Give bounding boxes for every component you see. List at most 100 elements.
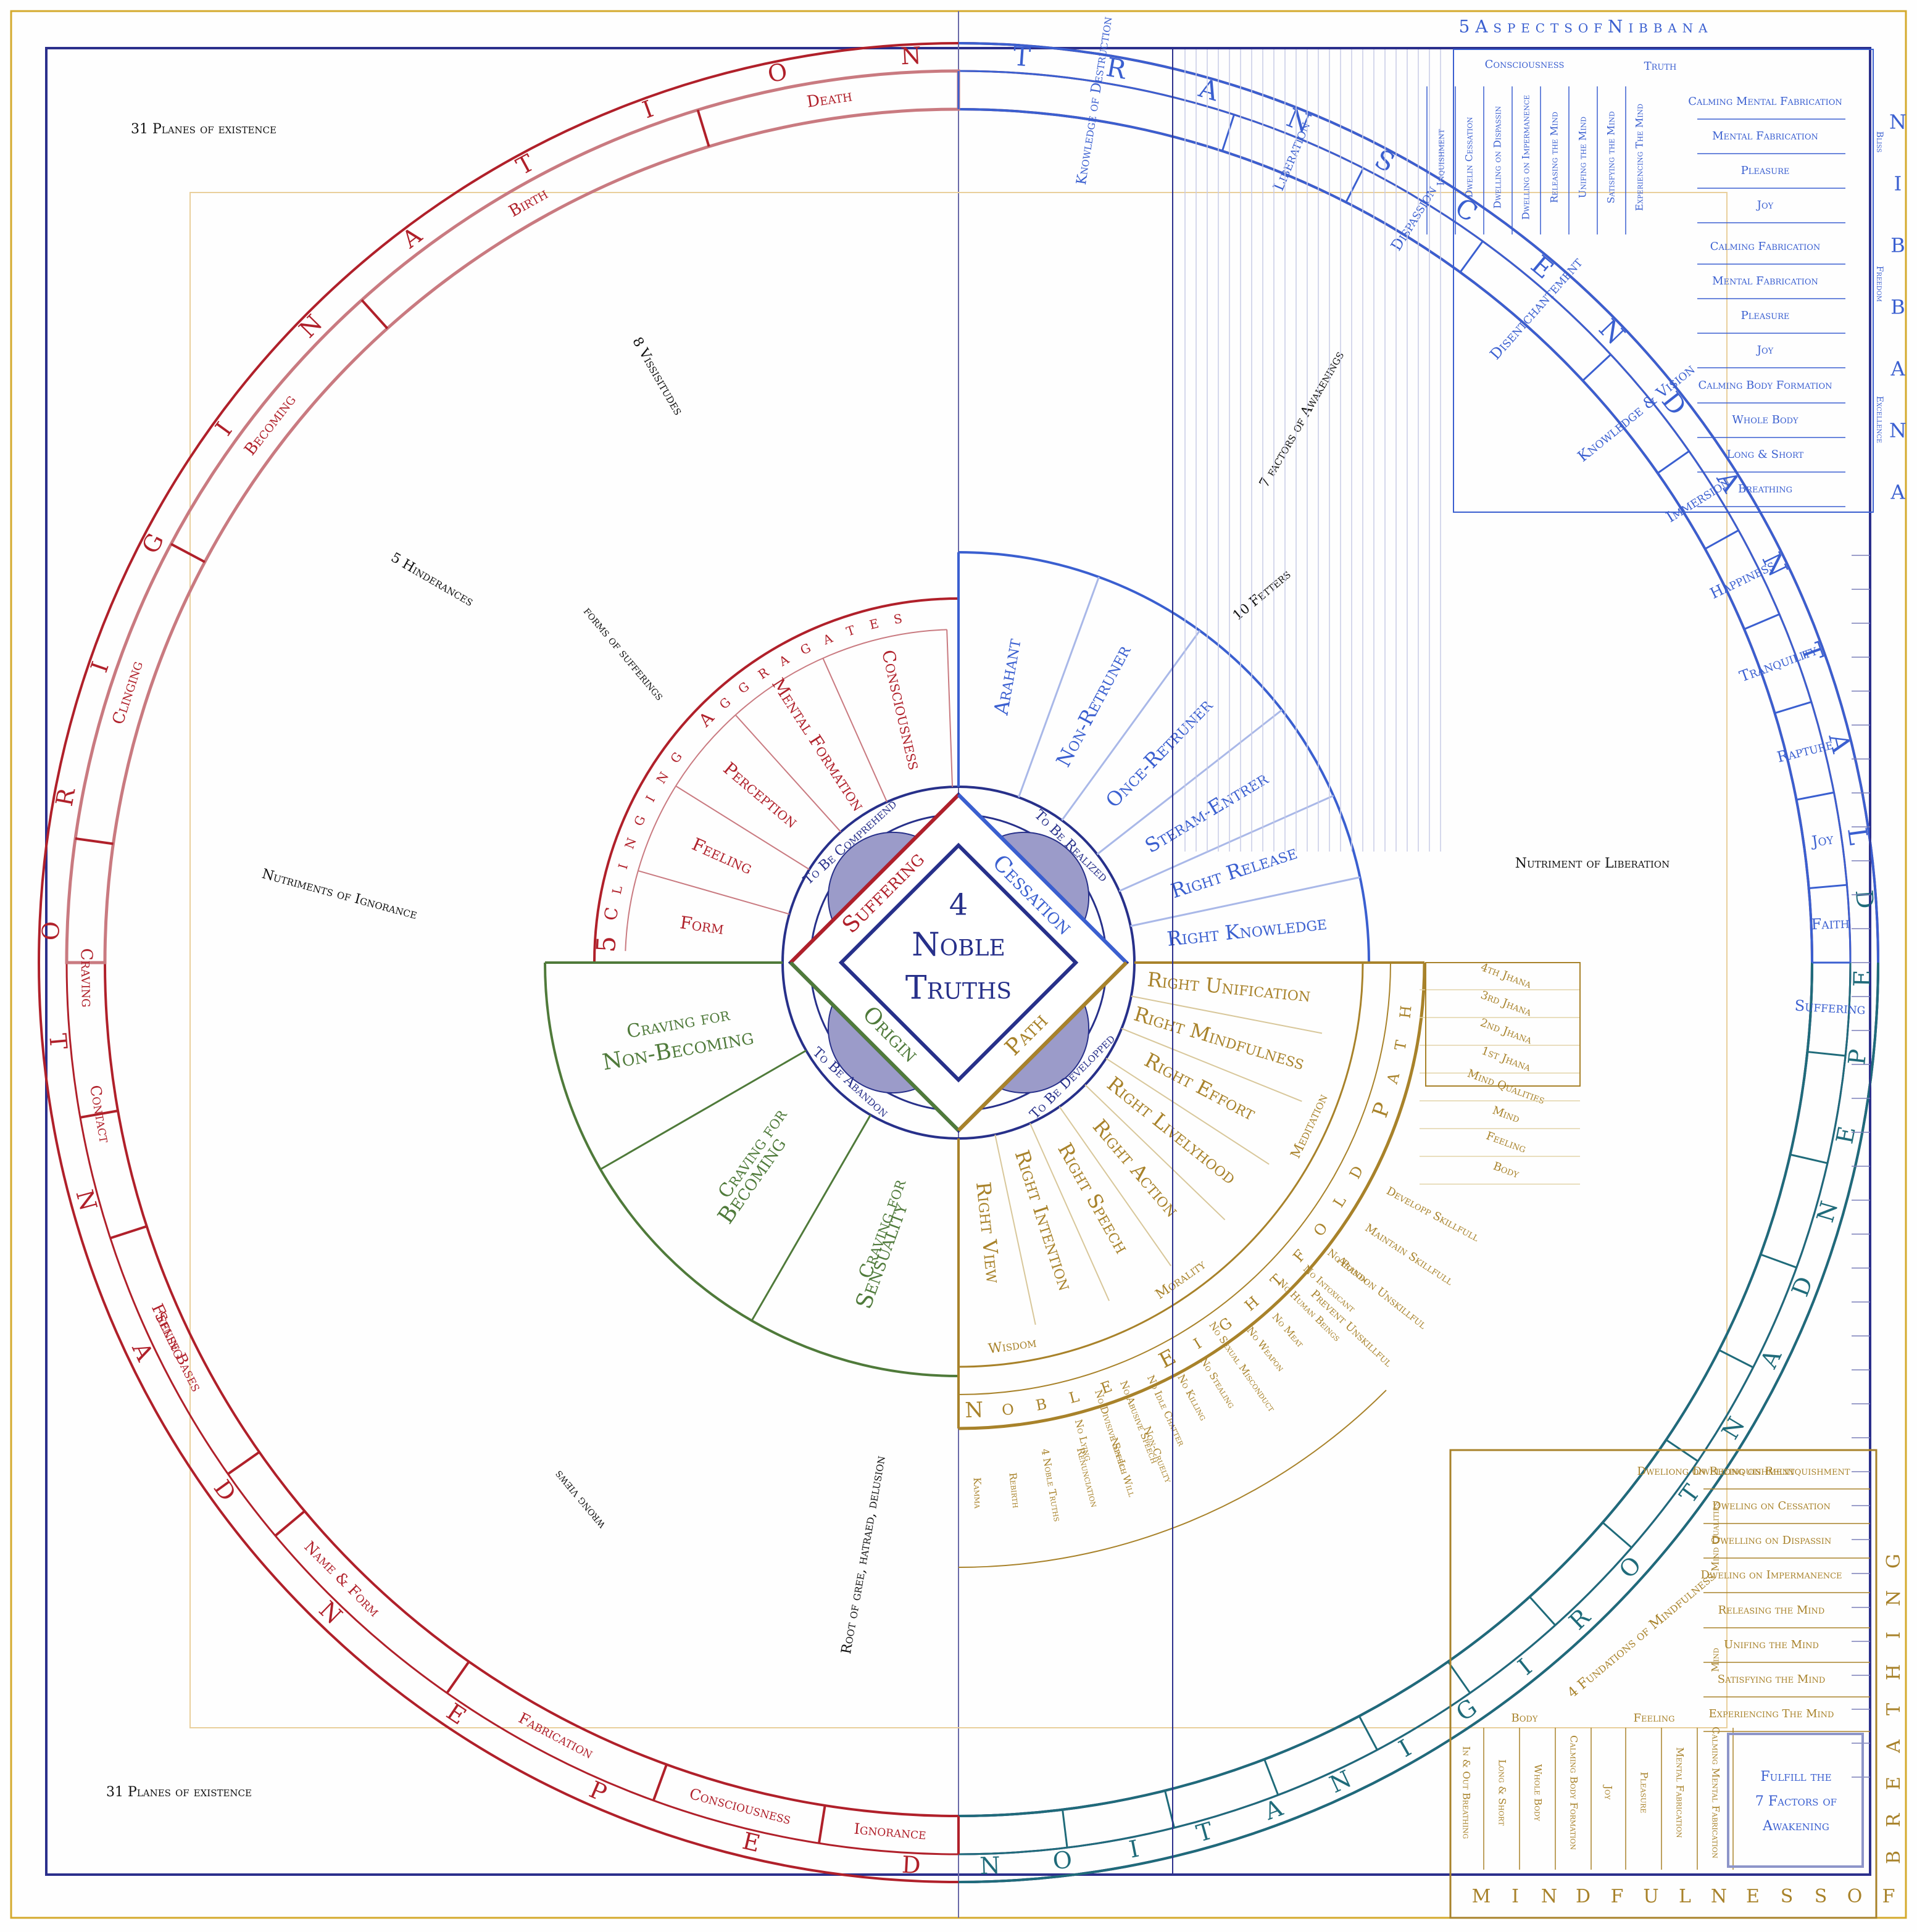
breathing-panel [1449,1449,1877,1919]
dependent-letter: D [901,1851,921,1880]
eightfold-detail: 3rd Jhana [1479,989,1534,1019]
eightfold-detail: 4 Noble Truths [1039,1448,1063,1522]
mindfulness-letter: F [1611,1886,1624,1907]
mind-quality: Dweliong on Relinquishment [1693,1465,1850,1478]
fulfill-line: Fulfill the [1760,1769,1831,1785]
breathing-letter: R [1883,1812,1905,1827]
mindfulness-letter: D [1576,1886,1591,1907]
aggregates-title-letter: g [796,636,814,659]
eightfold-letter: E [1155,1345,1180,1374]
link-immersion: Immersion [1663,473,1733,526]
aggregates-title-letter: l [605,884,626,896]
note-nutriment-liberation: Nutriment of Liberation [1515,856,1670,871]
dependent-letter: A [127,1338,159,1366]
note-wrong-views: wrong views [551,1468,608,1532]
fulfill-line: Awakening [1762,1818,1829,1834]
aspects-row: Calming Mental Fabrication [1688,95,1842,108]
eightfold-letter: l [1325,1190,1351,1211]
aggregates-title-letter: t [843,618,858,641]
aspects-header: Truth [1644,60,1677,73]
nibbana-letter: B [1890,234,1905,257]
radial-divider [1061,630,1201,821]
radial-divider [274,1510,306,1537]
mind-quality: Dweling on Impermanence [1700,1569,1842,1582]
eightfold-letter: f [1286,1243,1311,1267]
aggregates-title-letter: g [733,675,753,697]
eightfold-detail: Renunciation [1075,1446,1100,1509]
radial-divider [1774,701,1812,715]
radial-divider [1358,1715,1378,1751]
path-right-view: Right View [971,1180,1005,1284]
note-root: Root of gree, hatraed, delusion [839,1454,889,1655]
eightfold-letter: P [1368,1099,1395,1121]
inner-gold-frame [189,192,1728,1728]
feeling-item: Calming Mental Fabrication [1710,1727,1722,1859]
mindfulness-letter: N [1541,1886,1557,1907]
radial-divider [1704,529,1739,550]
mindfulness-letter: N [1711,1886,1727,1907]
aggregates-title-letter: e [867,612,881,634]
body-item: In & Out Breathing [1461,1746,1473,1839]
eightfold-detail: No Weapon [1244,1325,1287,1374]
aggregates-title-letter: n [618,834,641,852]
radial-divider [1105,1058,1270,1165]
origination-letter: O [765,57,789,88]
origin-outer [544,962,959,1377]
radial-divider [1058,1106,1171,1267]
link-fabrication: Fabrication [516,1709,596,1762]
aspects-vertical: Satisfying the Mind [1605,111,1617,204]
feeling-item: Mental Fabrication [1674,1748,1686,1838]
mind-item: Unifing the Mind [1724,1638,1819,1651]
link-ignorance: Ignorance [854,1820,927,1843]
link-craving: Craving [77,948,96,1008]
feeling-item: Pleasure [1639,1772,1650,1813]
eightfold-title-inner [958,962,1391,1395]
fetter-non-retruner: Non-Retruner [1052,640,1136,771]
dependant-letter: E [1848,969,1876,987]
eightfold-letter: o [1305,1216,1333,1241]
dependant-letter: A [1755,1345,1787,1373]
radial-divider [1808,884,1847,889]
link-suffering: Suffering [1794,997,1866,1018]
path-meditation: Meditation [1288,1092,1331,1161]
eightfold-detail: No Meat [1270,1311,1306,1349]
radial-divider [75,837,114,845]
link-rapture: Rapture [1775,736,1835,766]
radial-divider [80,1109,119,1119]
radial-divider [1718,1349,1754,1369]
breathing-letter: E [1883,1777,1905,1790]
mind-qualities-label: Mind Qualities [1710,1501,1721,1571]
breathing-letter: I [1883,1631,1905,1639]
aggregates-title-letter: r [753,661,773,683]
eightfold-letter: h [1391,1004,1417,1019]
eightfold-letter: i [1187,1330,1205,1354]
mindfulness-letter: F [1882,1886,1895,1907]
mindfulness-letter: M [1472,1886,1491,1907]
truths-inner-diamond [838,842,1079,1083]
aggregates-title-letter: i [611,861,632,871]
dependent-letter: N [70,1187,102,1214]
ring-links-teal [958,962,1813,1817]
path-detail-outer [958,1390,1387,1568]
eightfold-detail: Non-Ill Will [1108,1436,1138,1498]
origination-right-letter: N [979,1852,1001,1880]
origination-letter: R [51,785,81,808]
aggregate-form: Form [679,912,725,939]
link-becoming: Becoming [241,391,299,459]
radial-divider [1130,876,1360,927]
eightfold-letter: o [1000,1395,1015,1421]
eightfold-detail: Mind [1491,1104,1521,1126]
radial-divider [994,1134,1036,1325]
origination-right-letter: O [1051,1846,1073,1875]
radial-divider [170,542,206,563]
radial-divider [1029,1122,1110,1301]
mindfulness-letter: S [1815,1886,1828,1907]
truths-title: Noble [912,927,1005,964]
aspects-vertical: Dwelin Cessation [1463,117,1475,198]
aggregates-title-letter: g [663,747,686,766]
link-sense-bases: Sense Bases [151,1309,206,1395]
feeling-label: Feeling [1634,1712,1675,1725]
radial-divider [1345,167,1365,203]
eightfold-detail: Body [1491,1159,1521,1181]
mind-item: Releasing the Mind [1718,1604,1825,1617]
